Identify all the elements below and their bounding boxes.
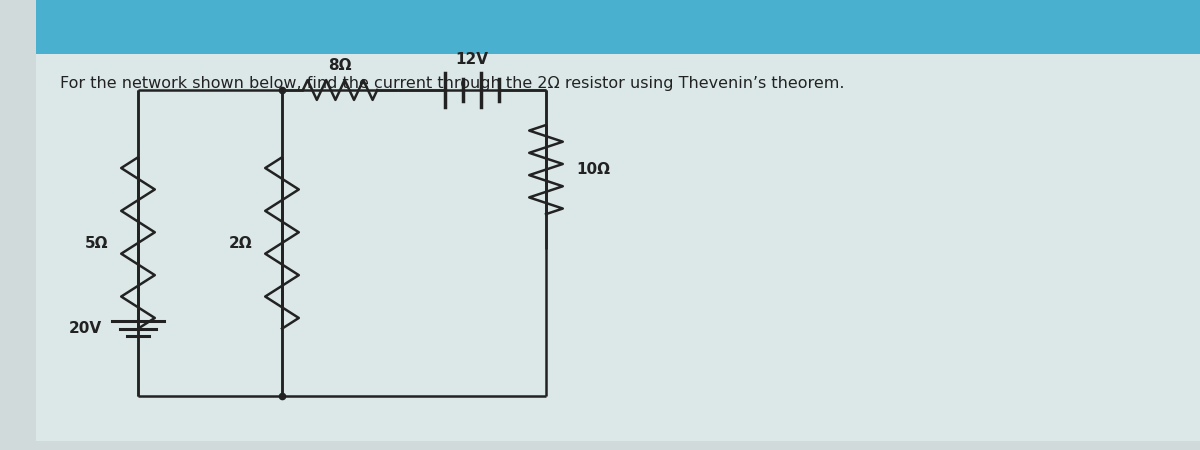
Text: 10Ω: 10Ω [576,162,610,177]
Text: 12V: 12V [456,53,488,68]
Text: 5Ω: 5Ω [84,235,108,251]
Text: 20V: 20V [68,321,102,336]
Text: 2Ω: 2Ω [228,235,252,251]
FancyBboxPatch shape [36,4,1200,441]
Text: For the network shown below, find the current through the 2Ω resistor using Thev: For the network shown below, find the cu… [60,76,845,91]
Text: 8Ω: 8Ω [329,58,352,73]
Polygon shape [36,0,1200,54]
